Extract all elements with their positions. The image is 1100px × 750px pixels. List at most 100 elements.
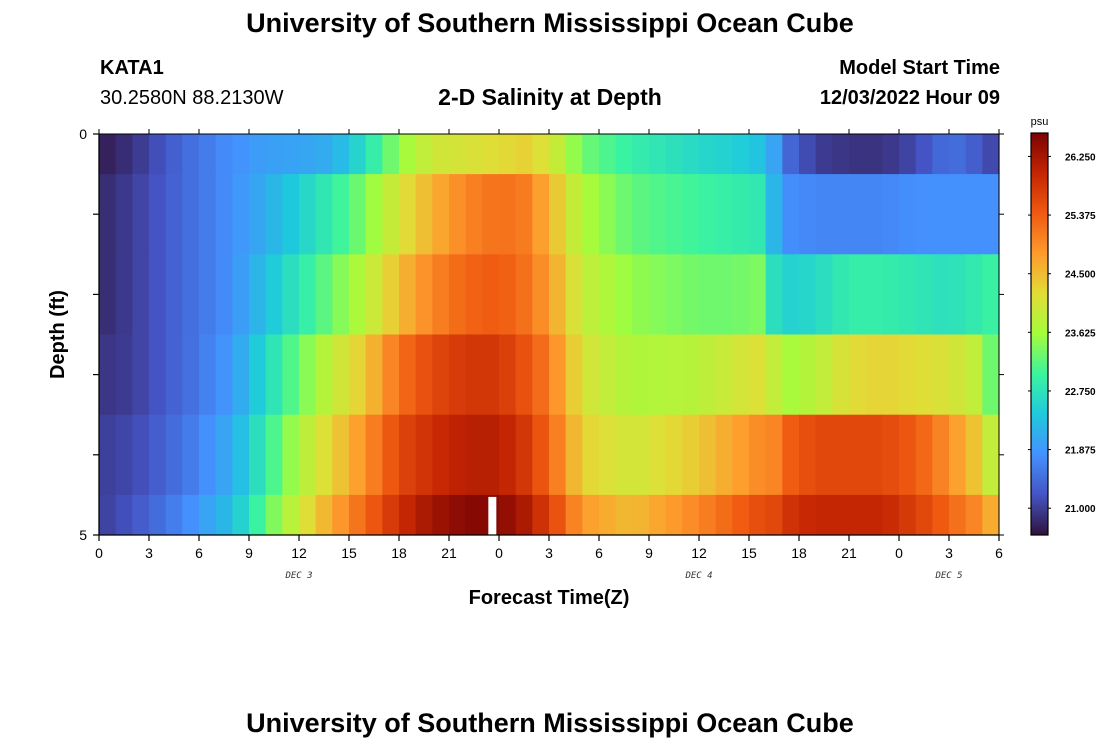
- colorbar-tick-label: 21.875: [1065, 446, 1096, 457]
- heatmap-cell: [899, 334, 917, 416]
- heatmap-cell: [465, 254, 483, 335]
- heatmap-cell: [815, 334, 833, 416]
- heatmap-cell: [782, 414, 800, 496]
- heatmap-cell: [282, 174, 300, 255]
- heatmap-cell: [932, 254, 950, 335]
- heatmap-cell: [332, 134, 350, 175]
- heatmap-cell: [232, 414, 250, 496]
- x-tick-label: 15: [341, 545, 357, 561]
- heatmap-cell: [115, 134, 133, 175]
- heatmap-cell: [949, 494, 967, 536]
- x-tick-label: 0: [495, 545, 503, 561]
- heatmap-cell: [549, 254, 567, 335]
- heatmap-cell: [565, 414, 583, 496]
- heatmap-cell: [282, 494, 300, 536]
- date-labels: DEC 3 DEC 4 DEC 5: [284, 571, 962, 581]
- heatmap-cell: [265, 494, 283, 536]
- heatmap-cell: [732, 254, 750, 335]
- heatmap-cell: [299, 414, 317, 496]
- x-tick-label: 3: [545, 545, 553, 561]
- heatmap-cell: [132, 494, 150, 536]
- station-coordinates: 30.2580N 88.2130W: [100, 87, 284, 109]
- heatmap-cell: [199, 494, 217, 536]
- heatmap-cell: [715, 254, 733, 335]
- x-axis-ticks: 0 3 6 9 12 15 18 21 0 3 6 9 12 15 18 21 0 3 6: [95, 129, 1003, 561]
- station-id: KATA1: [100, 57, 164, 79]
- x-tick-label: 0: [95, 545, 103, 561]
- heatmap-cell: [732, 134, 750, 175]
- heatmap-cell: [265, 134, 283, 175]
- heatmap-cell: [199, 414, 217, 496]
- heatmap-cell: [632, 134, 650, 175]
- heatmap-cell: [615, 174, 633, 255]
- heatmap-cell: [899, 174, 917, 255]
- heatmap-cell: [332, 334, 350, 416]
- heatmap-cell: [865, 494, 883, 536]
- heatmap-cell: [932, 414, 950, 496]
- heatmap-cell: [882, 254, 900, 335]
- y-axis-ticks: 05: [79, 126, 1004, 543]
- heatmap-cell: [199, 174, 217, 255]
- y-tick-label: 0: [79, 126, 87, 142]
- heatmap-cell: [615, 254, 633, 335]
- heatmap-cell: [449, 414, 467, 496]
- x-tick-label: 12: [291, 545, 307, 561]
- x-tick-label: 9: [645, 545, 653, 561]
- heatmap-cell: [865, 334, 883, 416]
- heatmap-cell: [215, 174, 233, 255]
- heatmap-cell: [182, 334, 200, 416]
- date-label: DEC 4: [684, 571, 712, 581]
- heatmap-cell: [149, 494, 167, 536]
- heatmap-cell: [682, 494, 700, 536]
- heatmap-cell: [332, 254, 350, 335]
- heatmap-cell: [215, 414, 233, 496]
- missing-data-gap: [488, 496, 497, 535]
- heatmap-cell: [182, 134, 200, 175]
- heatmap-cell: [632, 174, 650, 255]
- heatmap-cell: [315, 134, 333, 175]
- heatmap-cell: [449, 334, 467, 416]
- heatmap-cell: [799, 334, 817, 416]
- heatmap-cell: [949, 134, 967, 175]
- heatmap-cell: [732, 334, 750, 416]
- heatmap-cell: [699, 494, 717, 536]
- heatmap-cell: [449, 174, 467, 255]
- heatmap-cell: [432, 254, 450, 335]
- heatmap-cell: [265, 254, 283, 335]
- x-tick-label: 6: [195, 545, 203, 561]
- heatmap-cell: [465, 134, 483, 175]
- heatmap-cell: [865, 254, 883, 335]
- heatmap-cell: [665, 414, 683, 496]
- heatmap-cell: [682, 334, 700, 416]
- heatmap-cell: [799, 494, 817, 536]
- heatmap-cell: [115, 174, 133, 255]
- heatmap-cell: [682, 174, 700, 255]
- heatmap-cell: [232, 254, 250, 335]
- x-tick-label: 18: [791, 545, 807, 561]
- heatmap-cell: [449, 254, 467, 335]
- heatmap-cell: [382, 174, 400, 255]
- heatmap-cell: [632, 414, 650, 496]
- heatmap-cell: [732, 494, 750, 536]
- heatmap-cell: [699, 254, 717, 335]
- heatmap-cell: [915, 334, 933, 416]
- heatmap-cell: [965, 254, 983, 335]
- heatmap-cell: [665, 254, 683, 335]
- heatmap-cell: [349, 414, 367, 496]
- heatmap-cell: [632, 494, 650, 536]
- heatmap-cell: [832, 414, 850, 496]
- heatmap-cell: [599, 494, 617, 536]
- heatmap-cell: [832, 254, 850, 335]
- colorbar-gradient: [1030, 132, 1049, 536]
- heatmap-cell: [165, 334, 183, 416]
- heatmap-cell: [365, 134, 383, 175]
- heatmap-cell: [849, 134, 867, 175]
- heatmap-cell: [565, 254, 583, 335]
- heatmap-cell: [265, 174, 283, 255]
- heatmap-cell: [399, 414, 417, 496]
- heatmap-cell: [315, 174, 333, 255]
- heatmap-cell: [465, 414, 483, 496]
- heatmap-cell: [799, 174, 817, 255]
- x-tick-label: 6: [995, 545, 1003, 561]
- heatmap-cell: [349, 134, 367, 175]
